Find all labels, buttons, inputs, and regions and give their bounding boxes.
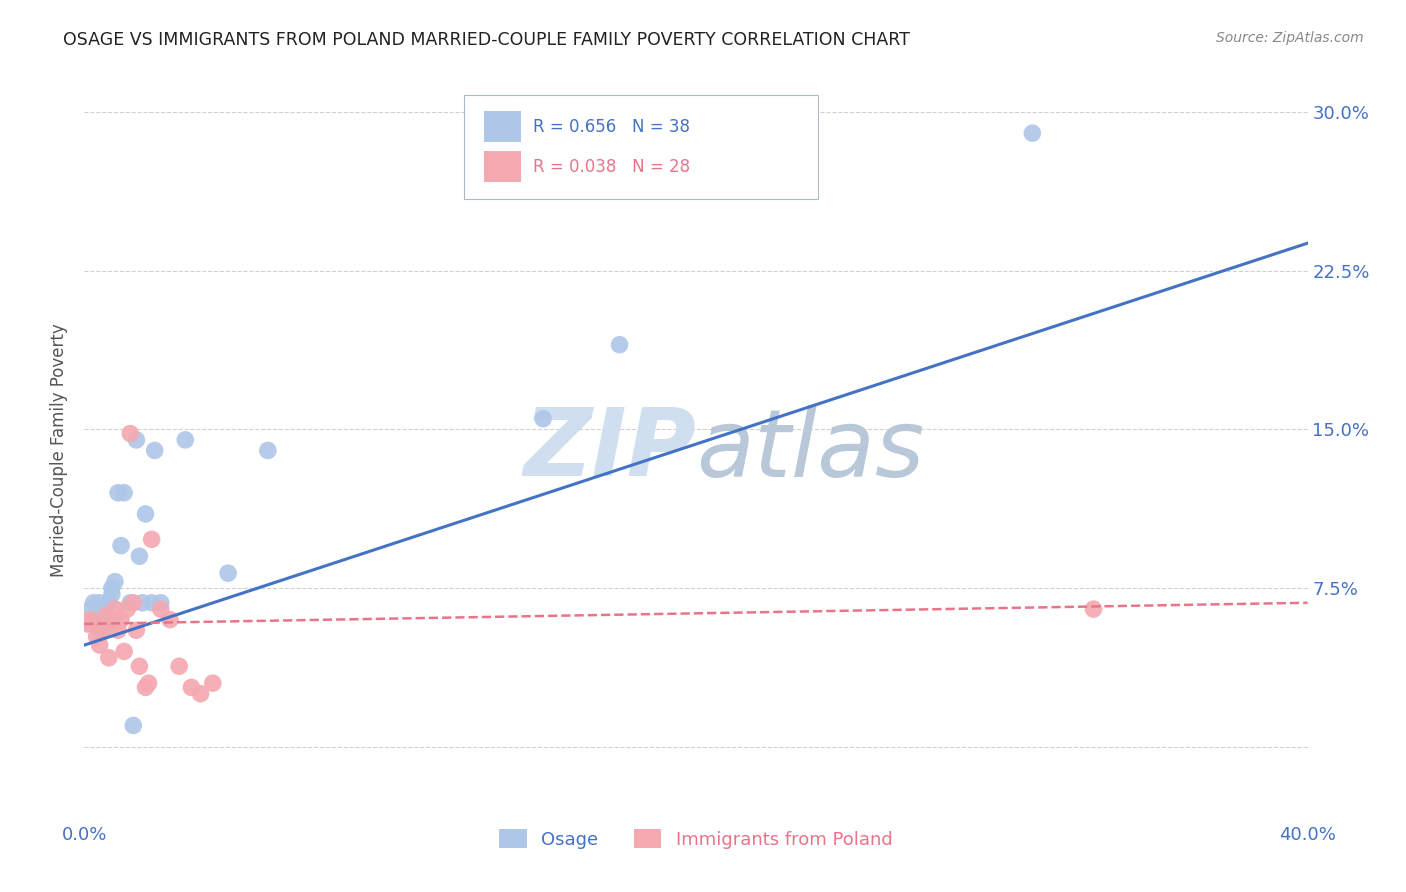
Point <box>97 613 120 627</box>
Point <box>101 616 124 631</box>
Point <box>112 485 135 500</box>
Point <box>104 613 127 627</box>
Point <box>128 659 150 673</box>
Point <box>83 613 105 627</box>
Point <box>174 433 197 447</box>
Point <box>91 624 114 638</box>
Text: R = 0.038   N = 28: R = 0.038 N = 28 <box>533 158 690 176</box>
Point <box>86 630 108 644</box>
Point <box>89 596 111 610</box>
Point <box>125 433 148 447</box>
Point <box>149 596 172 610</box>
Point <box>76 613 98 627</box>
Text: atlas: atlas <box>696 405 924 496</box>
Point <box>217 566 239 581</box>
Point <box>149 602 172 616</box>
Point <box>135 507 157 521</box>
Point <box>125 624 148 638</box>
Point <box>94 608 117 623</box>
Point <box>138 676 160 690</box>
Point <box>79 602 101 616</box>
Point <box>101 587 124 601</box>
Text: Source: ZipAtlas.com: Source: ZipAtlas.com <box>1216 31 1364 45</box>
Text: ZIP: ZIP <box>523 404 696 497</box>
Point <box>86 613 108 627</box>
Point <box>91 608 114 623</box>
Text: OSAGE VS IMMIGRANTS FROM POLAND MARRIED-COUPLE FAMILY POVERTY CORRELATION CHART: OSAGE VS IMMIGRANTS FROM POLAND MARRIED-… <box>63 31 910 49</box>
Point <box>76 616 98 631</box>
Point <box>120 596 142 610</box>
Point <box>107 485 129 500</box>
Point <box>120 426 142 441</box>
Point <box>159 613 181 627</box>
Point <box>1021 126 1043 140</box>
Point <box>201 676 224 690</box>
Point <box>79 613 101 627</box>
Point <box>128 549 150 564</box>
Point <box>112 644 135 658</box>
Point <box>1083 602 1105 616</box>
Point <box>83 616 105 631</box>
Point <box>89 608 111 623</box>
FancyBboxPatch shape <box>464 95 818 199</box>
Point <box>131 596 153 610</box>
Point <box>110 539 132 553</box>
Point <box>257 443 280 458</box>
Point <box>79 616 101 631</box>
Point <box>89 638 111 652</box>
Point <box>94 613 117 627</box>
Point <box>83 596 105 610</box>
Point <box>609 337 631 351</box>
Point <box>190 687 212 701</box>
Point <box>115 602 138 616</box>
Point <box>89 624 111 638</box>
Point <box>531 411 554 425</box>
Point <box>167 659 190 673</box>
Y-axis label: Married-Couple Family Poverty: Married-Couple Family Poverty <box>51 324 69 577</box>
Point <box>86 616 108 631</box>
Bar <box>484 112 522 143</box>
Point <box>141 596 163 610</box>
Point <box>122 596 145 610</box>
Point <box>110 613 132 627</box>
Point <box>135 681 157 695</box>
Point <box>104 574 127 589</box>
Point <box>122 718 145 732</box>
Text: R = 0.656   N = 38: R = 0.656 N = 38 <box>533 118 690 136</box>
Bar <box>484 152 522 183</box>
Point <box>91 624 114 638</box>
Point <box>143 443 166 458</box>
Point <box>141 533 163 547</box>
Legend: Osage, Immigrants from Poland: Osage, Immigrants from Poland <box>492 822 900 856</box>
Point <box>97 596 120 610</box>
Point <box>101 581 124 595</box>
Point <box>104 602 127 616</box>
Point <box>180 681 202 695</box>
Point <box>107 624 129 638</box>
Point <box>94 602 117 616</box>
Point <box>97 650 120 665</box>
